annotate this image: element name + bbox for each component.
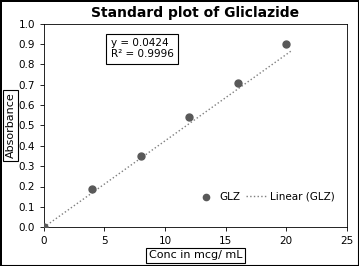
GLZ [283, 42, 289, 46]
Linear (GLZ) [52, 219, 56, 222]
GLZ [41, 225, 47, 229]
Linear (GLZ) [108, 178, 112, 182]
Linear (GLZ) [88, 193, 92, 196]
Linear (GLZ) [290, 49, 294, 52]
GLZ [235, 80, 241, 85]
GLZ [186, 115, 192, 119]
Y-axis label: Absorbance: Absorbance [5, 93, 15, 158]
GLZ [89, 186, 95, 191]
X-axis label: Conc in mcg/ mL: Conc in mcg/ mL [149, 251, 242, 260]
Legend: GLZ, Linear (GLZ): GLZ, Linear (GLZ) [191, 188, 339, 206]
Linear (GLZ) [57, 215, 61, 218]
Text: y = 0.0424
R² = 0.9996: y = 0.0424 R² = 0.9996 [111, 38, 173, 59]
Title: Standard plot of Gliclazide: Standard plot of Gliclazide [91, 6, 299, 20]
Linear (GLZ) [278, 57, 282, 61]
Line: Linear (GLZ): Linear (GLZ) [44, 50, 292, 227]
Linear (GLZ) [269, 64, 273, 67]
Linear (GLZ) [42, 226, 46, 229]
GLZ [138, 154, 144, 158]
